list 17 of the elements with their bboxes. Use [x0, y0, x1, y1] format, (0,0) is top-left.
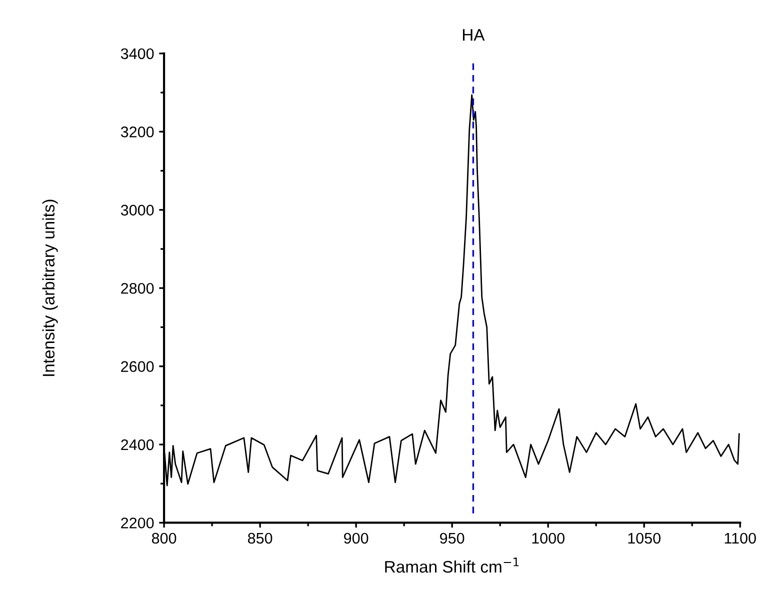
x-tick-label: 900	[344, 532, 368, 544]
x-tick-label: 1000	[532, 532, 564, 544]
ref-line-label: HA	[462, 29, 485, 41]
y-tick-label: 3000	[120, 204, 154, 216]
x-tick-label: 1100	[724, 532, 756, 544]
y-tick-label: 3400	[120, 48, 154, 60]
y-tick-label: 3200	[120, 126, 154, 138]
x-tick-label: 850	[248, 532, 272, 544]
y-tick-label: 2800	[121, 282, 154, 294]
y-axis-title: Intensity (arbitrary units)	[42, 200, 58, 376]
x-tick-label: 800	[152, 532, 176, 544]
y-tick-label: 2400	[121, 439, 154, 450]
x-axis-title: Raman Shift cm$^{−1}$	[385, 558, 519, 573]
y-tick-label: 2600	[121, 361, 154, 372]
x-tick-label: 1050	[628, 532, 660, 544]
y-tick-label: 2200	[121, 518, 154, 528]
x-tick-label: 950	[440, 532, 464, 544]
